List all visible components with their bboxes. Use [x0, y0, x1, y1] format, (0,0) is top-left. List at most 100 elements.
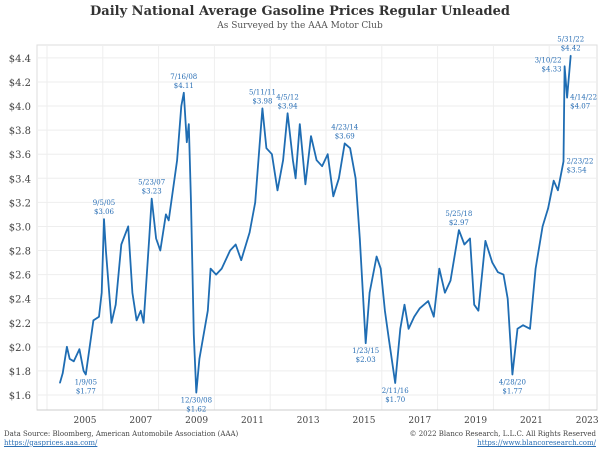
annotation-price: $4.42	[561, 44, 581, 52]
annotation-price: $4.07	[570, 103, 590, 111]
data-point	[365, 342, 367, 344]
data-point	[497, 271, 499, 273]
data-point	[502, 274, 505, 276]
data-point	[384, 310, 386, 312]
data-point	[215, 274, 217, 276]
annotation-price: $4.33	[542, 65, 562, 73]
data-point	[469, 237, 471, 240]
data-point	[59, 382, 61, 384]
data-point	[229, 249, 231, 252]
annotation-date: 5/11/11	[249, 88, 276, 96]
annotation-price: $1.62	[186, 406, 206, 414]
data-point	[394, 382, 396, 384]
source-link[interactable]: https://gasprices.aaa.com/	[4, 439, 98, 447]
annotation-date: 9/5/05	[93, 199, 116, 207]
data-point	[148, 237, 150, 240]
data-point	[368, 292, 371, 294]
data-point	[98, 316, 100, 318]
annotation-price: $2.97	[449, 219, 469, 227]
annotation-date: 4/28/20	[499, 379, 526, 387]
data-point	[507, 298, 509, 300]
data-point	[458, 229, 460, 231]
data-point	[553, 180, 555, 182]
data-point	[557, 189, 559, 191]
annotation-price: $3.98	[252, 97, 272, 105]
data-point	[419, 307, 421, 309]
annotation-date: 7/16/08	[170, 73, 197, 81]
annotation-price: $3.23	[142, 188, 162, 196]
footer-copyright: © 2022 Blanco Research, L.L.C. All Right…	[410, 430, 597, 448]
data-point	[413, 316, 415, 318]
data-point	[286, 112, 289, 114]
data-point	[399, 328, 401, 330]
data-point	[310, 135, 312, 137]
data-point	[110, 322, 113, 324]
y-tick-label: $2.0	[9, 343, 31, 354]
chart-subtitle: As Surveyed by the AAA Motor Club	[217, 21, 383, 31]
data-point	[62, 372, 64, 374]
data-point	[344, 142, 346, 144]
data-point	[142, 322, 145, 324]
y-tick-label: $2.4	[9, 295, 31, 306]
data-point	[66, 346, 68, 348]
data-point	[168, 219, 170, 222]
data-point	[380, 267, 382, 270]
annotation-date: 12/30/08	[181, 397, 212, 405]
data-point	[105, 249, 107, 252]
x-tick-label: 2017	[408, 416, 431, 426]
annotation-price: $3.06	[94, 208, 115, 216]
data-point	[403, 304, 406, 306]
data-point	[92, 319, 94, 321]
data-point	[463, 243, 466, 246]
data-point	[176, 159, 178, 161]
data-point	[427, 300, 429, 302]
y-tick-label: $4.4	[9, 54, 31, 65]
data-point	[359, 237, 361, 240]
data-point	[209, 267, 212, 270]
data-point	[292, 159, 294, 161]
data-point	[570, 54, 572, 57]
annotation-date: 5/25/18	[445, 210, 472, 218]
data-point	[101, 292, 103, 294]
data-point	[315, 159, 318, 161]
data-point	[193, 334, 195, 336]
annotation-date: 4/5/12	[276, 93, 299, 101]
data-point	[108, 286, 110, 288]
annotation-date: 4/23/14	[331, 123, 359, 131]
annotation-date: 3/10/22	[535, 56, 562, 64]
x-tick-label: 2021	[520, 416, 543, 426]
y-tick-label: $3.6	[9, 150, 31, 161]
data-point	[564, 65, 566, 67]
y-tick-label: $1.6	[9, 391, 31, 402]
data-point	[522, 324, 524, 326]
data-point	[408, 328, 410, 330]
data-point	[261, 107, 264, 110]
data-point	[131, 292, 134, 294]
data-point	[332, 195, 334, 197]
x-tick-label: 2013	[297, 416, 320, 426]
data-point	[562, 160, 565, 163]
data-point	[433, 316, 435, 318]
data-point	[136, 319, 138, 321]
data-point	[151, 198, 153, 200]
y-tick-label: $2.2	[9, 319, 31, 330]
chart-title: Daily National Average Gasoline Prices R…	[90, 4, 510, 19]
data-point	[190, 201, 192, 203]
data-point	[534, 267, 537, 270]
data-point	[271, 153, 273, 155]
data-point	[221, 267, 223, 270]
copyright-link[interactable]: https://www.blancoresearch.com/	[477, 439, 596, 447]
annotation-date: 2/11/16	[382, 387, 410, 395]
data-point	[85, 373, 87, 376]
y-tick-label: $4.2	[9, 78, 31, 89]
data-point	[165, 213, 167, 215]
annotation-price: $3.69	[335, 132, 355, 140]
data-point	[120, 243, 122, 246]
data-point	[304, 183, 307, 185]
data-point	[73, 360, 75, 362]
copyright-text: © 2022 Blanco Research, L.L.C. All Right…	[409, 430, 597, 438]
annotation-date: 1/23/15	[352, 347, 379, 355]
x-tick-label: 2007	[129, 416, 152, 426]
data-point	[115, 304, 117, 306]
y-tick-label: $3.2	[9, 198, 31, 209]
